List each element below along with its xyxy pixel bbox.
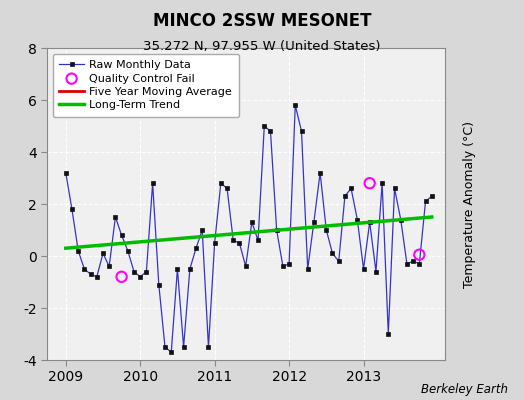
Quality Control Fail: [117, 274, 126, 280]
Raw Monthly Data: [63, 170, 69, 175]
Raw Monthly Data: [193, 246, 199, 250]
Quality Control Fail: [366, 180, 374, 186]
Text: Berkeley Earth: Berkeley Earth: [421, 383, 508, 396]
Legend: Raw Monthly Data, Quality Control Fail, Five Year Moving Average, Long-Term Tren: Raw Monthly Data, Quality Control Fail, …: [53, 54, 239, 117]
Text: 35.272 N, 97.955 W (United States): 35.272 N, 97.955 W (United States): [143, 40, 381, 53]
Raw Monthly Data: [125, 248, 131, 253]
Raw Monthly Data: [187, 266, 193, 271]
Quality Control Fail: [415, 252, 423, 258]
Y-axis label: Temperature Anomaly (°C): Temperature Anomaly (°C): [463, 120, 476, 288]
Line: Raw Monthly Data: Raw Monthly Data: [64, 103, 434, 354]
Text: MINCO 2SSW MESONET: MINCO 2SSW MESONET: [153, 12, 371, 30]
Raw Monthly Data: [168, 350, 174, 355]
Raw Monthly Data: [156, 282, 162, 287]
Raw Monthly Data: [174, 266, 181, 271]
Raw Monthly Data: [304, 266, 311, 271]
Raw Monthly Data: [429, 194, 435, 198]
Raw Monthly Data: [292, 103, 298, 108]
